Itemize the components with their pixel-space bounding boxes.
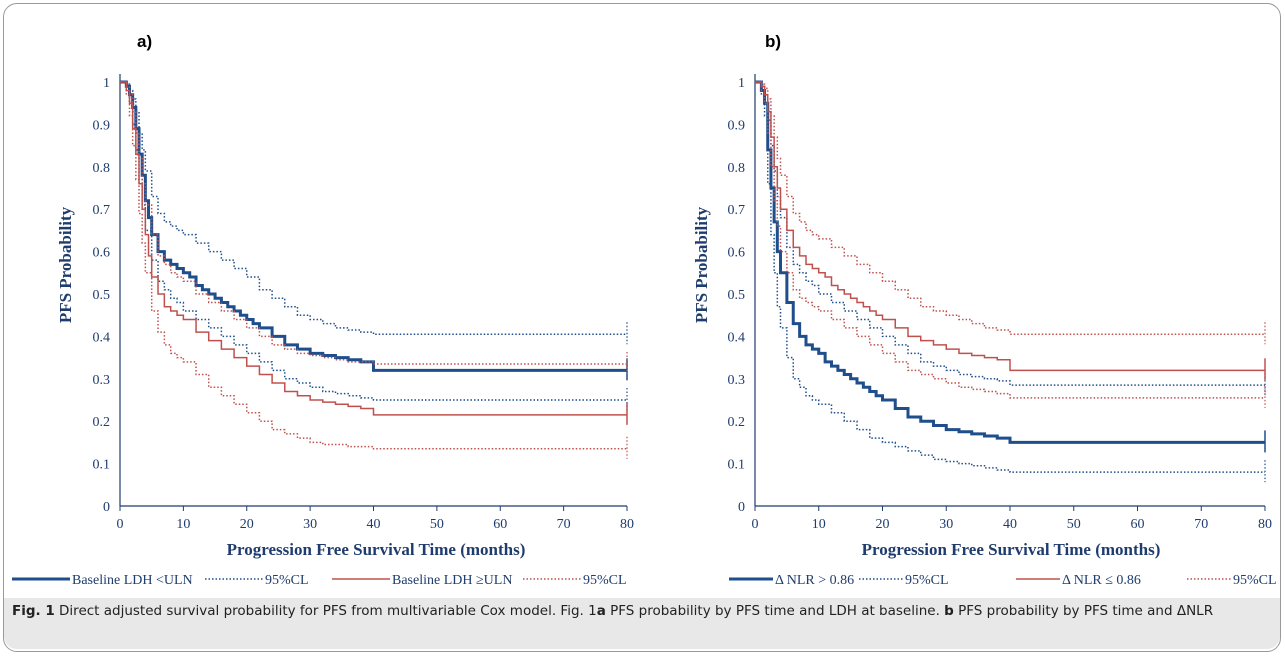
x-tick-label-a: 50 <box>430 517 444 532</box>
y-tick-label-a: 0.6 <box>93 246 111 261</box>
y-tick-label-a: 0.7 <box>93 203 111 218</box>
legend-label-b-1: 95%CL <box>905 573 949 588</box>
x-tick-label-a: 20 <box>240 517 254 532</box>
ticks-a: 0 10 20 30 40 50 60 70 80 0 0.1 0.2 0.3 0.4 0.5 0.6 0.7 0… <box>93 76 635 532</box>
y-tick-label-b: 0.7 <box>728 203 746 218</box>
legend-label-a-0: Baseline LDH <ULN <box>72 573 193 588</box>
x-tick-label-a: 70 <box>557 517 571 532</box>
y-axis-title-a: PFS Probability <box>56 206 75 323</box>
x-axis-title-b: Progression Free Survival Time (months) <box>862 540 1161 559</box>
y-tick-label-a: 0 <box>103 500 110 515</box>
y-tick-label-a: 0.9 <box>93 118 111 133</box>
x-tick-label-a: 10 <box>176 517 190 532</box>
series-line-a-5 <box>120 81 627 450</box>
series-line-b-1 <box>755 81 1265 386</box>
series-line-b-2 <box>755 81 1265 473</box>
y-tick-label-a: 0.3 <box>93 373 111 388</box>
legend-label-a-1: 95%CL <box>265 573 309 588</box>
y-tick-label-b: 0.6 <box>728 246 746 261</box>
y-tick-label-b: 0.8 <box>728 161 746 176</box>
y-tick-label-b: 0.4 <box>728 330 746 345</box>
caption-ref-a: a <box>596 603 606 619</box>
figure-frame <box>3 3 1281 652</box>
series-b <box>755 80 1266 483</box>
x-tick-label-b: 10 <box>812 517 826 532</box>
series-line-a-0 <box>120 80 627 372</box>
y-tick-label-b: 0 <box>738 500 745 515</box>
y-tick-label-b: 1 <box>738 76 745 91</box>
x-axis-title-a: Progression Free Survival Time (months) <box>227 540 526 559</box>
series-line-b-3 <box>755 81 1265 372</box>
series-a <box>120 80 628 459</box>
y-tick-label-a: 1 <box>103 76 110 91</box>
x-tick-label-b: 50 <box>1067 517 1081 532</box>
panel-label-b: b) <box>765 32 781 51</box>
series-line-b-0 <box>755 80 1265 444</box>
x-tick-label-a: 80 <box>620 517 634 532</box>
x-tick-label-b: 30 <box>939 517 953 532</box>
x-tick-label-b: 80 <box>1258 517 1272 532</box>
y-tick-label-b: 0.9 <box>728 118 746 133</box>
x-tick-label-b: 70 <box>1194 517 1208 532</box>
y-tick-label-a: 0.8 <box>93 161 111 176</box>
caption-ref-b: b <box>944 603 954 619</box>
legend-label-b-0: Δ NLR > 0.86 <box>775 573 854 588</box>
x-tick-label-b: 60 <box>1131 517 1145 532</box>
legend-label-a-3: 95%CL <box>583 573 627 588</box>
caption-text-2: PFS probability by PFS time and LDH at b… <box>605 603 945 619</box>
y-axis-title-b: PFS Probability <box>692 206 711 323</box>
y-tick-label-b: 0.2 <box>728 415 746 430</box>
x-tick-label-a: 40 <box>367 517 381 532</box>
y-tick-label-a: 0.2 <box>93 415 111 430</box>
y-tick-label-b: 0.3 <box>728 373 746 388</box>
ticks-b: 0 10 20 30 40 50 60 70 80 0 0.1 0.2 0.3 0.4 0.5 0.6 0.7 0… <box>728 76 1273 532</box>
y-tick-label-a: 0.1 <box>93 458 111 473</box>
series-line-b-4 <box>755 81 1265 336</box>
y-tick-label-b: 0.1 <box>728 458 746 473</box>
caption-band <box>4 598 1280 649</box>
legend-a: Baseline LDH <ULN 95%CL Baseline LDH ≥ULN 9… <box>12 573 627 588</box>
y-tick-label-a: 0.5 <box>93 288 111 303</box>
x-tick-label-b: 0 <box>752 517 759 532</box>
y-tick-label-a: 0.4 <box>93 330 111 345</box>
legend-label-b-3: 95%CL <box>1233 573 1277 588</box>
x-tick-label-a: 30 <box>303 517 317 532</box>
series-line-b-5 <box>755 81 1265 399</box>
caption-label: Fig. 1 <box>12 603 55 619</box>
legend-label-b-2: Δ NLR ≤ 0.86 <box>1062 573 1141 588</box>
x-tick-label-a: 0 <box>117 517 124 532</box>
legend-b: Δ NLR > 0.86 95%CL Δ NLR ≤ 0.86 95%CL <box>729 573 1277 588</box>
panel-a: a) PFS Probability Progression Free Surv… <box>56 32 634 559</box>
y-tick-label-b: 0.5 <box>728 288 746 303</box>
series-line-a-1 <box>120 81 627 336</box>
caption-text-1: Direct adjusted survival probability for… <box>54 603 597 619</box>
x-tick-label-b: 40 <box>1003 517 1017 532</box>
panel-b: b) PFS Probability Progression Free Surv… <box>692 32 1272 559</box>
caption-text-3: PFS probability by PFS time and ΔNLR <box>953 603 1214 619</box>
figure-caption: Fig. 1 Direct adjusted survival probabil… <box>12 601 1267 622</box>
legend-label-a-2: Baseline LDH ≥ULN <box>392 573 512 588</box>
series-line-a-4 <box>120 81 627 365</box>
x-tick-label-b: 20 <box>876 517 890 532</box>
x-tick-label-a: 60 <box>493 517 507 532</box>
panel-label-a: a) <box>137 32 152 51</box>
